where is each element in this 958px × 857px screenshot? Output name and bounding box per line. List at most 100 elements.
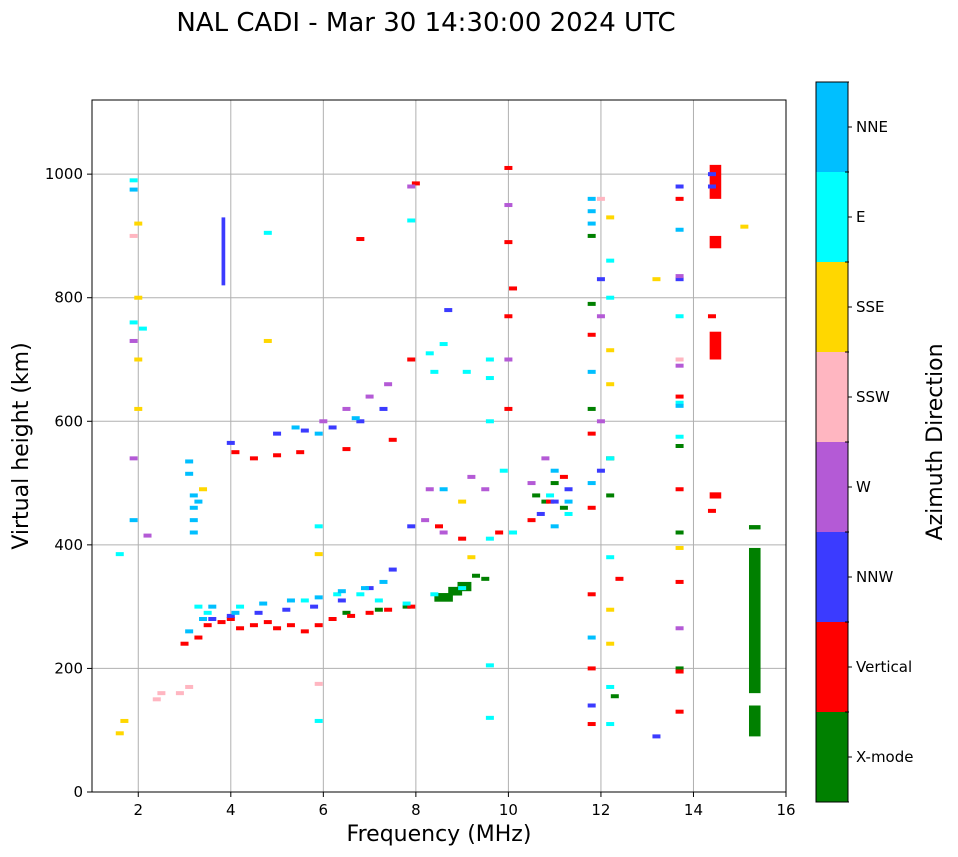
- data-point: [675, 274, 684, 279]
- data-point: [499, 468, 508, 473]
- data-point: [231, 450, 240, 455]
- data-point: [300, 598, 309, 603]
- data-point: [587, 722, 596, 727]
- data-point: [115, 731, 124, 736]
- data-point: [236, 604, 245, 609]
- data-point: [115, 552, 124, 557]
- data-point: [587, 233, 596, 238]
- data-point: [536, 511, 545, 516]
- data-point: [430, 369, 439, 374]
- data-point: [495, 530, 504, 535]
- colorbar-label: X-mode: [856, 748, 913, 766]
- data-point: [143, 533, 152, 538]
- colorbar-label: E: [856, 208, 865, 226]
- data-point: [675, 434, 684, 439]
- data-point: [509, 286, 518, 291]
- data-point: [707, 172, 716, 177]
- data-point: [606, 456, 615, 461]
- data-block: [221, 217, 226, 286]
- data-point: [675, 444, 684, 448]
- data-point: [194, 499, 203, 504]
- data-point: [707, 508, 716, 513]
- data-point: [314, 431, 323, 436]
- data-point: [356, 237, 365, 242]
- data-point: [559, 474, 568, 479]
- x-tick-label: 16: [776, 801, 795, 819]
- data-point: [610, 694, 619, 699]
- x-tick-label: 4: [226, 801, 236, 819]
- data-point: [263, 230, 272, 235]
- data-point: [231, 610, 240, 615]
- data-point: [675, 184, 684, 189]
- data-point: [360, 586, 369, 591]
- data-point: [546, 499, 555, 504]
- data-point: [421, 518, 430, 523]
- data-point: [365, 394, 374, 399]
- data-point: [675, 709, 684, 714]
- data-point: [546, 493, 555, 498]
- data-point: [314, 524, 323, 529]
- data-point: [675, 363, 684, 368]
- data-point: [208, 617, 217, 621]
- data-point: [435, 524, 443, 529]
- data-point: [652, 277, 661, 282]
- data-point: [226, 613, 235, 618]
- data-point: [157, 691, 166, 696]
- data-point: [527, 481, 536, 486]
- data-point: [675, 403, 684, 408]
- data-point: [606, 348, 615, 353]
- data-point: [129, 233, 138, 238]
- colorbar-label: NNW: [856, 568, 893, 586]
- data-point: [185, 684, 194, 689]
- data-point: [337, 598, 346, 603]
- data-point: [263, 338, 272, 343]
- y-tick-label: 600: [54, 412, 83, 430]
- data-block: [709, 164, 722, 199]
- data-point: [189, 518, 198, 523]
- plot-area: [115, 164, 761, 739]
- data-point: [152, 697, 161, 702]
- data-point: [439, 342, 448, 347]
- data-point: [596, 468, 605, 473]
- data-point: [286, 598, 295, 603]
- data-point: [286, 623, 295, 628]
- data-point: [134, 295, 143, 300]
- data-point: [485, 715, 494, 720]
- data-point: [504, 314, 513, 319]
- data-point: [675, 394, 684, 399]
- data-point: [587, 332, 596, 337]
- data-point: [199, 617, 208, 621]
- colorbar-swatch: [816, 172, 848, 262]
- data-point: [587, 481, 596, 486]
- data-point: [587, 505, 596, 510]
- data-point: [587, 196, 596, 201]
- data-point: [587, 221, 596, 226]
- x-axis-label: Frequency (MHz): [347, 822, 532, 847]
- data-point: [226, 617, 235, 621]
- data-point: [564, 511, 573, 516]
- data-point: [587, 635, 596, 640]
- data-point: [606, 555, 615, 560]
- data-point: [675, 666, 684, 671]
- data-point: [199, 487, 208, 492]
- data-point: [481, 576, 490, 581]
- data-point: [532, 493, 541, 498]
- data-point: [675, 196, 684, 201]
- data-block: [448, 586, 463, 596]
- data-point: [342, 406, 351, 411]
- colorbar-swatch: [816, 532, 848, 622]
- x-tick-label: 8: [411, 801, 421, 819]
- data-point: [467, 474, 476, 479]
- data-point: [407, 604, 416, 609]
- data-block: [748, 547, 761, 694]
- data-point: [379, 406, 388, 411]
- data-point: [472, 573, 481, 578]
- data-point: [485, 376, 494, 381]
- data-point: [351, 416, 360, 421]
- chart-title: NAL CADI - Mar 30 14:30:00 2024 UTC: [176, 8, 675, 38]
- data-point: [319, 419, 328, 424]
- data-point: [134, 357, 143, 362]
- data-point: [564, 487, 573, 492]
- data-point: [384, 382, 393, 387]
- data-point: [596, 196, 605, 201]
